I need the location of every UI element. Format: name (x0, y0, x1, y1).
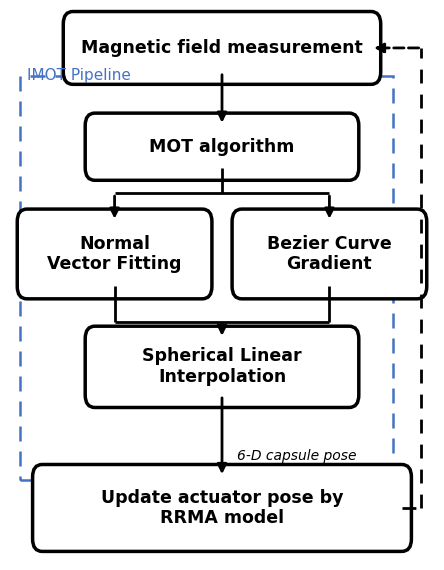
Text: Spherical Linear
Interpolation: Spherical Linear Interpolation (142, 348, 302, 386)
FancyBboxPatch shape (17, 209, 212, 299)
FancyBboxPatch shape (85, 113, 359, 180)
FancyBboxPatch shape (232, 209, 427, 299)
FancyBboxPatch shape (32, 465, 412, 551)
Text: Update actuator pose by
RRMA model: Update actuator pose by RRMA model (101, 488, 343, 527)
Text: MOT algorithm: MOT algorithm (149, 138, 295, 156)
Text: IMOT Pipeline: IMOT Pipeline (27, 68, 131, 83)
FancyBboxPatch shape (63, 11, 381, 84)
Text: Magnetic field measurement: Magnetic field measurement (81, 39, 363, 57)
Text: 6-D capsule pose: 6-D capsule pose (238, 449, 357, 463)
Text: Normal
Vector Fitting: Normal Vector Fitting (48, 235, 182, 274)
FancyBboxPatch shape (85, 326, 359, 408)
Text: Bezier Curve
Gradient: Bezier Curve Gradient (267, 235, 392, 274)
